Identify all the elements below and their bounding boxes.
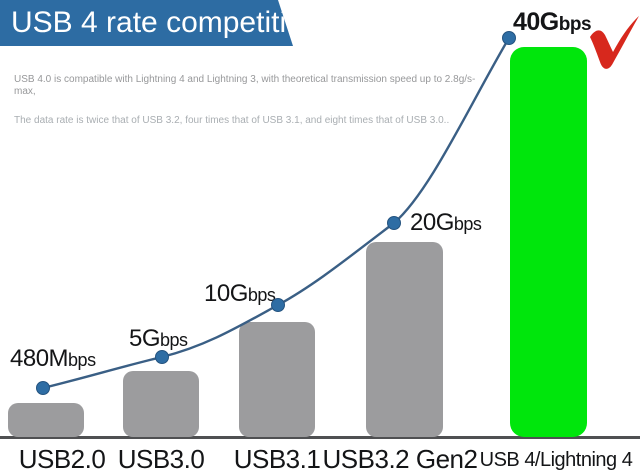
- x-axis-label-0: USB2.0: [18, 444, 106, 472]
- x-axis-label-2: USB3.1: [233, 444, 321, 472]
- x-axis-label-1: USB3.0: [117, 444, 205, 472]
- x-axis-label-3: USB3.2 Gen2: [322, 444, 478, 472]
- bar-0: [8, 403, 84, 437]
- bar-4: [510, 47, 587, 437]
- bar-3: [366, 242, 443, 437]
- value-label-1: 5Gbps: [129, 325, 188, 352]
- description-line-2: max,: [14, 86, 36, 97]
- value-label-2: 10Gbps: [204, 280, 276, 307]
- value-label-3: 20Gbps: [410, 209, 482, 236]
- bar-1: [123, 371, 199, 437]
- value-label-0: 480Mbps: [10, 345, 96, 372]
- bar-2: [239, 322, 315, 437]
- value-label-4: 40Gbps: [513, 8, 592, 36]
- page-title: USB 4 rate competition: [11, 6, 320, 39]
- x-axis-label-4: USB 4/Lightning 4: [479, 449, 633, 471]
- x-axis-line: [0, 436, 640, 439]
